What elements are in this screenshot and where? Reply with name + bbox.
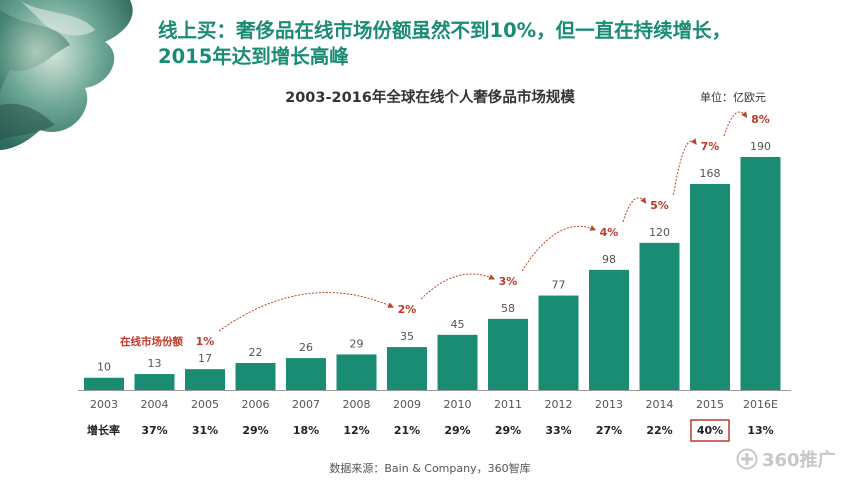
tick-label-2010: 2010 (444, 398, 472, 411)
growth-rate-2007: 18% (293, 424, 319, 437)
share-label-2013: 4% (600, 226, 619, 239)
growth-rate-2005: 31% (192, 424, 218, 437)
share-label-2016E: 8% (751, 113, 770, 126)
bar-2016E (740, 157, 781, 390)
tick-label-2009: 2009 (393, 398, 421, 411)
chart-title: 2003-2016年全球在线个人奢侈品市场规模 (285, 90, 575, 106)
value-label-2004: 13 (148, 357, 162, 370)
tick-label-2006: 2006 (242, 398, 270, 411)
growth-rate-2011: 29% (495, 424, 521, 437)
share-arrow-2011 (521, 225, 597, 272)
bar-2012 (538, 295, 579, 390)
share-arrow-2014 (673, 138, 697, 195)
tick-label-2005: 2005 (191, 398, 219, 411)
growth-rate-2010: 29% (444, 424, 470, 437)
bar-2013 (589, 269, 629, 390)
share-series-label: 在线市场份额 (120, 335, 183, 348)
value-label-2010: 45 (451, 318, 465, 331)
growth-rate-2008: 12% (343, 424, 369, 437)
bar-2003 (84, 377, 124, 390)
tick-label-2007: 2007 (292, 398, 320, 411)
growth-rate-2006: 29% (242, 424, 268, 437)
value-label-2003: 10 (97, 361, 111, 374)
growth-rate-2004: 37% (141, 424, 167, 437)
growth-rate-2014: 22% (646, 424, 672, 437)
tick-label-2008: 2008 (343, 398, 371, 411)
source-note: 数据来源：Bain & Company，360智库 (329, 462, 531, 475)
bar-2014 (639, 242, 680, 390)
growth-rate-2016E: 13% (747, 424, 773, 437)
value-label-2006: 22 (249, 346, 263, 359)
value-label-2007: 26 (299, 341, 313, 354)
tick-label-2004: 2004 (141, 398, 169, 411)
share-arrow-2013 (622, 197, 647, 222)
decorative-leaf-image (0, 0, 133, 150)
growth-rate-2009: 21% (394, 424, 420, 437)
value-label-2009: 35 (400, 330, 414, 343)
share-label-2011: 3% (499, 275, 518, 288)
share-label-2009: 2% (398, 303, 417, 316)
bar-2015 (690, 183, 730, 390)
bar-2011 (488, 318, 528, 390)
value-label-2011: 58 (501, 302, 515, 315)
tick-label-2013: 2013 (595, 398, 623, 411)
tick-label-2003: 2003 (90, 398, 118, 411)
tick-label-2014: 2014 (646, 398, 674, 411)
unit-label: 单位：亿欧元 (700, 91, 766, 104)
share-label-2015: 7% (701, 140, 720, 153)
bar-2004 (134, 374, 175, 390)
value-label-2005: 17 (198, 352, 212, 365)
share-arrow-2015 (723, 111, 748, 137)
bar-2010 (437, 334, 478, 390)
share-arrow-2009 (420, 273, 496, 300)
value-label-2008: 29 (350, 337, 364, 350)
headline-line-1: 线上买：奢侈品在线市场份额虽然不到10%，但一直在持续增长， (158, 19, 732, 42)
headline: 线上买：奢侈品在线市场份额虽然不到10%，但一直在持续增长， 2015年达到增长… (158, 18, 838, 70)
share-label-2005: 1% (196, 335, 215, 348)
share-arrow-2005 (218, 292, 395, 332)
bar-2008 (336, 354, 377, 390)
tick-label-2011: 2011 (494, 398, 522, 411)
value-label-2012: 77 (552, 279, 566, 292)
headline-line-2: 2015年达到增长高峰 (158, 45, 349, 68)
bar-2007 (286, 358, 326, 390)
growth-rate-2015: 40% (697, 424, 723, 437)
tick-label-2012: 2012 (545, 398, 573, 411)
bar-2006 (235, 363, 276, 390)
value-label-2014: 120 (649, 226, 670, 239)
watermark-text: 360推广 (762, 450, 836, 471)
share-label-2014: 5% (650, 199, 669, 212)
growth-rate-2012: 33% (545, 424, 571, 437)
value-label-2013: 98 (602, 253, 616, 266)
tick-label-2016E: 2016E (743, 398, 778, 411)
growth-rate-label: 增长率 (87, 423, 120, 437)
watermark: 360推广 (736, 446, 836, 472)
plus-circle-icon (736, 448, 758, 470)
value-label-2016E: 190 (750, 140, 771, 153)
bar-2005 (185, 369, 225, 390)
growth-highlight-box (690, 419, 730, 442)
bar-2009 (387, 347, 427, 390)
growth-rate-2013: 27% (596, 424, 622, 437)
value-label-2015: 168 (700, 167, 721, 180)
tick-label-2015: 2015 (696, 398, 724, 411)
